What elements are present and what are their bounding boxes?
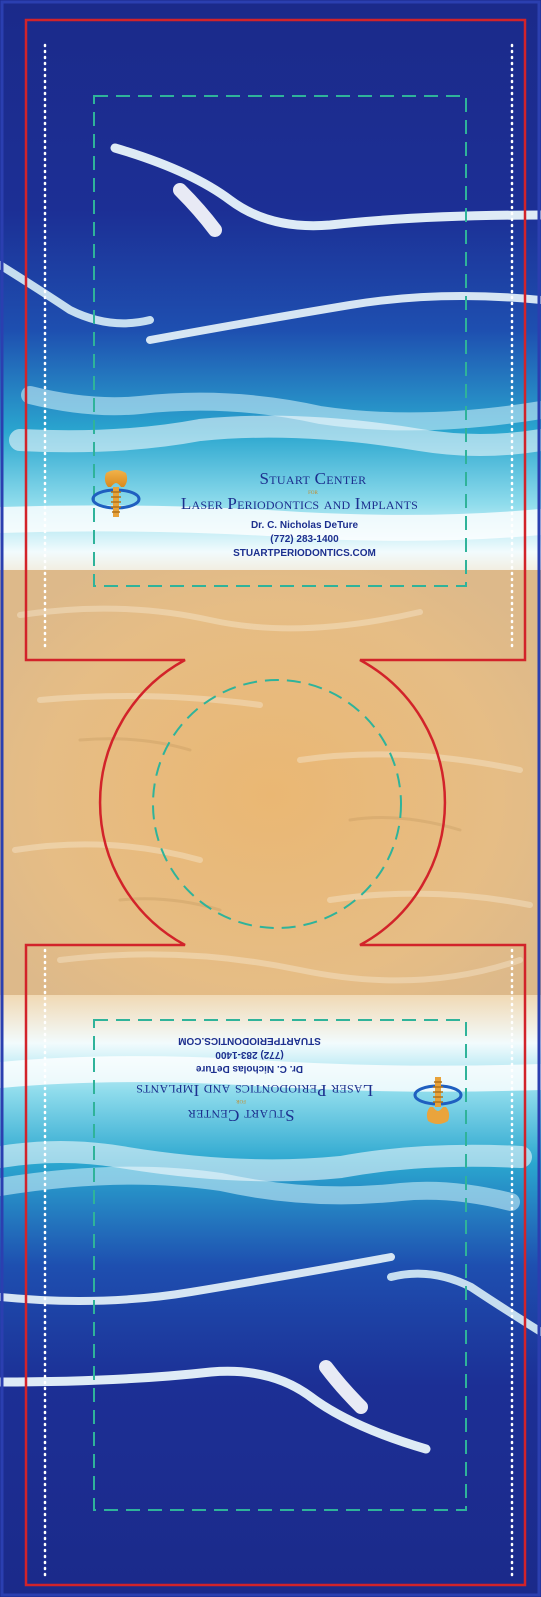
website-url: STUARTPERIODONTICS.COM [178,1035,321,1046]
practice-name-line1: Stuart Center [259,469,367,488]
brand-block-bottom: Stuart Center for Laser Periodontics and… [91,1017,463,1127]
phone-number: (772) 283-1400 [215,1049,284,1060]
sand-middle [0,570,541,1020]
brand-block-top: Stuart Center for Laser Periodontics and… [91,467,463,577]
bottom-waves [0,1056,541,1454]
sand-texture [12,605,533,984]
practice-name-line1: Stuart Center [187,1106,295,1125]
website-url: STUARTPERIODONTICS.COM [233,548,376,559]
tooth-implant-logo-icon [413,1077,463,1124]
phone-number: (772) 283-1400 [270,534,339,545]
tooth-implant-logo-icon [91,470,141,517]
doctor-name: Dr. C. Nicholas DeTure [250,520,359,531]
practice-name-line2: Laser Periodontics and Implants [180,494,419,513]
perforation-lines [43,43,514,1577]
die-cut-line [24,18,527,1587]
doctor-name: Dr. C. Nicholas DeTure [195,1063,304,1074]
safe-zones [93,95,467,1511]
practice-name-line2: Laser Periodontics and Implants [135,1081,374,1100]
top-waves [0,143,541,541]
practice-name-for: for [308,488,318,496]
ocean-bottom [0,995,541,1597]
